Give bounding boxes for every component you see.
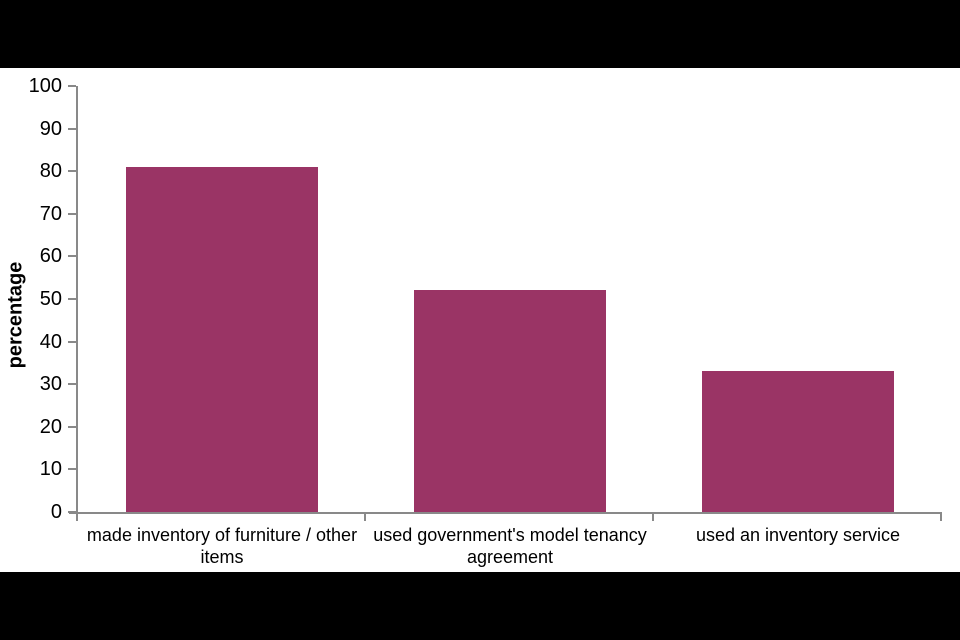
y-tick-mark <box>68 170 76 173</box>
y-tick-label: 60 <box>39 245 62 268</box>
y-tick-mark <box>68 383 76 386</box>
plot-area: 0 10 20 30 40 50 60 70 80 90 100 made inventory of… <box>29 76 942 567</box>
y-tick-mark <box>68 468 76 471</box>
x-category-label: made inventory of furniture / other item… <box>86 525 358 567</box>
y-tick-label: 90 <box>39 117 62 140</box>
y-tick-mark <box>68 85 76 87</box>
bar-2 <box>413 290 607 512</box>
x-tick-mark <box>652 514 654 521</box>
y-tick-mark <box>68 127 76 130</box>
x-tick-mark <box>940 514 942 521</box>
x-tick-mark <box>364 514 366 521</box>
bar-3 <box>701 371 895 512</box>
x-category-label: used an inventory service <box>695 525 901 545</box>
y-tick-mark <box>68 298 76 300</box>
y-tick-mark <box>68 255 76 258</box>
y-axis-line <box>76 86 78 514</box>
y-tick-label: 100 <box>28 75 62 97</box>
y-tick-label: 0 <box>50 501 62 523</box>
bar-1 <box>125 166 319 512</box>
y-tick-label: 70 <box>39 202 62 225</box>
y-tick-mark <box>68 340 76 343</box>
y-tick-label: 10 <box>39 458 62 481</box>
y-tick-mark <box>68 212 76 215</box>
x-tick-mark <box>76 514 78 521</box>
y-tick-mark <box>68 425 76 428</box>
y-tick-label: 20 <box>39 415 62 438</box>
y-tick-label: 50 <box>39 288 62 310</box>
chart-canvas: percentage 0 10 20 30 40 50 60 70 80 90 100 made i… <box>0 68 960 572</box>
x-axis-line <box>69 512 942 514</box>
y-tick-label: 30 <box>39 373 62 396</box>
y-tick-label: 40 <box>39 330 62 353</box>
x-category-label: used government's model tenancy agreemen… <box>373 525 647 567</box>
y-tick-label: 80 <box>39 160 62 183</box>
y-axis-title: percentage <box>4 261 27 369</box>
